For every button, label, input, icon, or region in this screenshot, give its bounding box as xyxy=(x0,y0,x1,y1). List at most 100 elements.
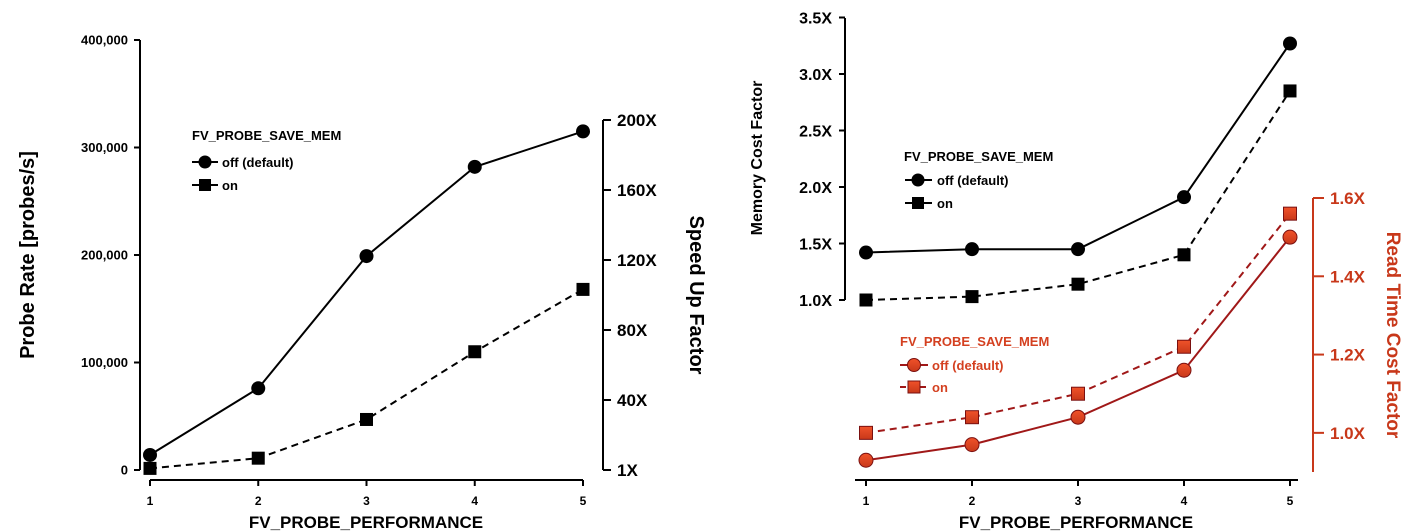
right-series-1-point-3 xyxy=(1071,242,1085,257)
right-series-1-line xyxy=(865,42,1291,254)
left-x-axis-label: FV_PROBE_PERFORMANCE xyxy=(249,513,483,531)
right-y2-tick-label: 1.6X xyxy=(1330,189,1366,208)
left-y2-tick-label: 80X xyxy=(617,321,648,340)
left-series xyxy=(143,124,590,475)
left-series-2-point-2 xyxy=(251,451,265,465)
right-legend-readtime-label-off: off (default) xyxy=(932,358,1003,373)
right-legend-memory: FV_PROBE_SAVE_MEM off (default) on xyxy=(904,149,1053,211)
right-series-4-point-4 xyxy=(1177,339,1191,354)
right-legend-memory-marker-on xyxy=(912,197,924,209)
left-legend-label-off: off (default) xyxy=(222,155,293,170)
right-legend-memory-label-on: on xyxy=(937,196,953,211)
right-legend-readtime-marker-on xyxy=(907,380,921,394)
left-y-ticks: 0 100,000 200,000 300,000 400,000 xyxy=(81,33,140,478)
left-x-tick-label: 1 xyxy=(147,494,154,508)
right-x-tick-label: 3 xyxy=(1075,494,1082,508)
right-legend-memory-label-off: off (default) xyxy=(937,173,1008,188)
left-legend-label-on: on xyxy=(222,178,238,193)
left-y-tick-label: 400,000 xyxy=(81,33,128,48)
right-series-4-point-2 xyxy=(965,410,979,425)
left-legend: FV_PROBE_SAVE_MEM off (default) on xyxy=(192,128,341,193)
left-y-tick-label: 0 xyxy=(121,463,128,478)
right-legend-readtime-label-on: on xyxy=(932,380,948,395)
right-series-3-point-5 xyxy=(1282,229,1298,245)
left-series-1-point-4 xyxy=(467,159,482,174)
left-y2-tick-label: 200X xyxy=(617,111,657,130)
left-series-2-point-3 xyxy=(360,412,373,426)
right-series-2-line xyxy=(865,90,1291,301)
right-y2-tick-label: 1.4X xyxy=(1330,267,1366,286)
right-legend-memory-marker-off xyxy=(911,173,925,187)
left-x-tick-label: 2 xyxy=(255,494,262,508)
right-series-2-point-2 xyxy=(965,290,979,304)
right-y-tick-label: 3.0X xyxy=(799,67,832,84)
right-x-tick-label: 4 xyxy=(1181,494,1188,508)
right-legend-readtime-marker-off xyxy=(907,358,921,372)
left-series-1-point-1 xyxy=(143,447,157,462)
right-y2-ticks: 1.0X 1.2X 1.4X 1.6X xyxy=(1313,189,1366,443)
left-y2-tick-label: 160X xyxy=(617,181,657,200)
right-x-tick-label: 5 xyxy=(1287,494,1294,508)
right-y-tick-label: 2.0X xyxy=(799,180,832,197)
left-series-2-point-1 xyxy=(143,461,157,475)
left-y2-tick-label: 40X xyxy=(617,391,648,410)
right-legend-readtime: FV_PROBE_SAVE_MEM off (default) on xyxy=(900,334,1049,395)
right-series-4-point-1 xyxy=(859,425,873,440)
right-series-2-point-3 xyxy=(1071,277,1085,291)
left-y-tick-label: 200,000 xyxy=(81,248,128,263)
right-series-3-point-3 xyxy=(1070,409,1086,425)
left-series-2-line xyxy=(149,288,584,470)
left-series-1-point-5 xyxy=(576,124,590,139)
right-series-3-point-2 xyxy=(964,437,980,453)
right-series-2-point-1 xyxy=(859,293,873,307)
right-chart: 1.0X 1.5X 2.0X 2.5X 3.0X 3.5X 1.0X 1.2X 1.4X 1.6… xyxy=(749,11,1403,531)
left-x-tick-label: 3 xyxy=(363,494,370,508)
left-y-tick-label: 100,000 xyxy=(81,355,128,370)
right-series-1-point-5 xyxy=(1283,36,1297,51)
right-series-3-point-1 xyxy=(858,452,874,468)
right-x-axis-label: FV_PROBE_PERFORMANCE xyxy=(959,513,1193,531)
right-series-4-line xyxy=(865,213,1291,434)
right-y-axis-label: Memory Cost Factor xyxy=(749,81,766,236)
left-x-tick-label: 5 xyxy=(580,494,587,508)
right-series-4-point-3 xyxy=(1071,386,1085,401)
right-series-2-point-5 xyxy=(1283,84,1297,98)
right-x-ticks: 1 2 3 4 5 xyxy=(863,480,1294,508)
right-x-tick-label: 2 xyxy=(969,494,976,508)
right-series-1-point-4 xyxy=(1177,190,1191,205)
left-legend-title: FV_PROBE_SAVE_MEM xyxy=(192,128,341,143)
left-series-1-point-3 xyxy=(359,249,374,264)
right-y-tick-label: 2.5X xyxy=(799,124,832,141)
left-series-1-line xyxy=(149,130,584,456)
right-series-3-point-4 xyxy=(1176,362,1192,378)
right-series-1-point-1 xyxy=(859,245,873,260)
left-series-1-point-2 xyxy=(251,381,266,396)
left-legend-marker-off xyxy=(198,155,212,169)
right-series-1-point-2 xyxy=(965,242,979,257)
left-legend-marker-on xyxy=(199,179,211,191)
right-y-ticks: 1.0X 1.5X 2.0X 2.5X 3.0X 3.5X xyxy=(799,11,845,310)
left-x-ticks: 1 2 3 4 5 xyxy=(147,480,587,508)
left-y-axis-label: Probe Rate [probes/s] xyxy=(17,151,39,359)
right-y2-tick-label: 1.0X xyxy=(1330,424,1366,443)
right-legend-memory-title: FV_PROBE_SAVE_MEM xyxy=(904,149,1053,164)
right-y-tick-label: 3.5X xyxy=(799,11,832,28)
left-y2-tick-label: 120X xyxy=(617,251,657,270)
right-y-tick-label: 1.0X xyxy=(799,293,832,310)
left-x-tick-label: 4 xyxy=(471,494,478,508)
left-y2-axis-label: Speed Up Factor xyxy=(685,216,707,375)
right-series xyxy=(858,36,1298,468)
left-series-2-point-5 xyxy=(576,282,590,296)
right-y2-tick-label: 1.2X xyxy=(1330,346,1366,365)
right-y2-axis-label: Read Time Cost Factor xyxy=(1382,232,1403,439)
left-y2-ticks: 1X 40X 80X 120X 160X 200X xyxy=(603,111,657,480)
left-y2-tick-label: 1X xyxy=(617,461,638,480)
right-x-tick-label: 1 xyxy=(863,494,870,508)
left-series-2-point-4 xyxy=(468,345,482,359)
right-series-4-point-5 xyxy=(1283,206,1297,221)
right-legend-readtime-title: FV_PROBE_SAVE_MEM xyxy=(900,334,1049,349)
right-y-tick-label: 1.5X xyxy=(799,237,832,254)
left-y-tick-label: 300,000 xyxy=(81,140,128,155)
